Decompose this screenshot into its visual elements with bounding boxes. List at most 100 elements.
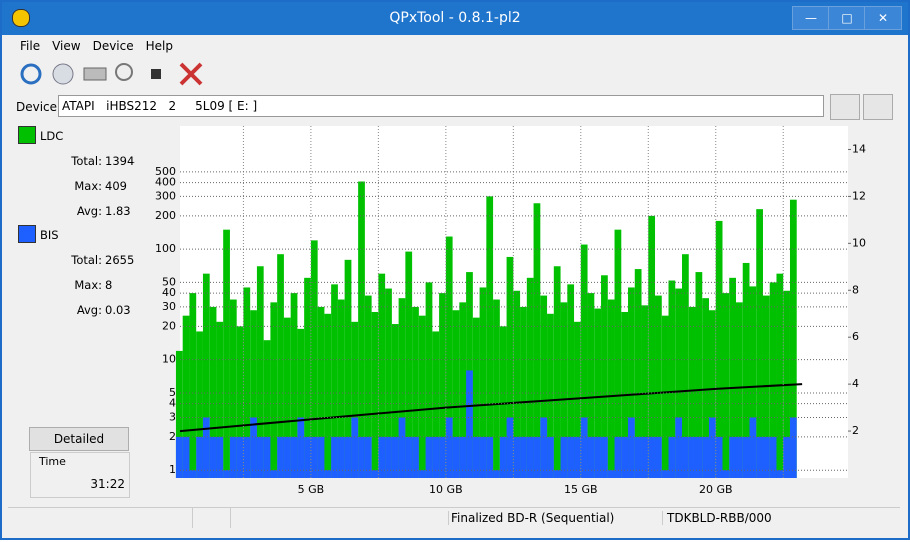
- bar: [398, 417, 406, 478]
- bar: [196, 331, 203, 478]
- bar: [344, 259, 352, 478]
- bar: [574, 321, 581, 478]
- bar: [418, 470, 426, 478]
- bar: [337, 436, 345, 478]
- bar: [439, 293, 446, 478]
- x-tick-label: 5 GB: [298, 483, 325, 496]
- bar: [688, 306, 696, 478]
- eject-button[interactable]: [830, 94, 860, 120]
- y-tick-label: 200: [155, 209, 176, 222]
- bar: [452, 310, 460, 478]
- bar: [236, 436, 244, 478]
- stop-icon[interactable]: [151, 69, 161, 79]
- time-value: 31:22: [90, 477, 125, 491]
- bar: [587, 436, 595, 478]
- menu-item[interactable]: Help: [145, 39, 173, 53]
- close-button[interactable]: ✕: [864, 6, 902, 30]
- bar: [715, 436, 723, 478]
- time-box: Time 31:22: [30, 452, 130, 498]
- bar: [580, 417, 588, 478]
- bar: [735, 302, 743, 478]
- bar: [506, 417, 514, 478]
- detailed-button[interactable]: Detailed: [29, 427, 129, 451]
- bar: [290, 436, 298, 478]
- device-select[interactable]: ATAPI iHBS212 2 5L09 [ E: ]: [58, 95, 824, 117]
- bar: [459, 302, 467, 478]
- drive-icon[interactable]: [83, 67, 107, 81]
- bar: [574, 436, 581, 478]
- bar: [445, 417, 453, 478]
- bar: [175, 350, 183, 478]
- bar: [182, 315, 190, 478]
- bar: [776, 273, 784, 478]
- bar: [506, 256, 514, 478]
- y-tick-label: 400: [155, 176, 176, 189]
- disc-icon[interactable]: [52, 63, 74, 85]
- bar: [277, 436, 284, 478]
- bar: [675, 417, 683, 478]
- bar: [513, 290, 521, 478]
- bar: [263, 436, 271, 478]
- lock-button[interactable]: [863, 94, 893, 120]
- bar: [722, 293, 730, 478]
- bar: [789, 199, 797, 478]
- menu-item[interactable]: Device: [92, 39, 134, 53]
- y-tick-label: 3: [169, 410, 176, 423]
- minimize-button[interactable]: —: [792, 6, 830, 30]
- toolbar: [18, 60, 208, 88]
- max-label: Max:: [74, 278, 102, 292]
- bar: [513, 436, 521, 478]
- y-tick-label: 500: [155, 165, 176, 178]
- max-value: 409: [105, 179, 127, 193]
- bar: [648, 436, 656, 478]
- bar: [229, 436, 237, 478]
- bar: [789, 417, 797, 478]
- bar: [628, 417, 635, 478]
- bar: [391, 324, 399, 478]
- bar: [621, 436, 629, 478]
- bar: [182, 436, 190, 478]
- y2-tick-label: 14: [852, 142, 866, 155]
- bar: [675, 288, 683, 478]
- x-tick-label: 10 GB: [429, 483, 463, 496]
- bar: [466, 370, 473, 478]
- bar: [479, 287, 487, 478]
- bar: [263, 340, 271, 478]
- menu-item[interactable]: View: [52, 39, 81, 53]
- bar: [432, 436, 440, 478]
- bar: [533, 203, 541, 478]
- y-tick-label: 20: [162, 319, 176, 332]
- refresh-icon[interactable]: [20, 63, 42, 85]
- bar: [614, 436, 622, 478]
- avg-label: Avg:: [76, 303, 102, 317]
- menu-item[interactable]: File: [20, 39, 41, 53]
- search-icon[interactable]: [115, 63, 133, 81]
- bar: [202, 417, 210, 478]
- bar: [493, 299, 500, 478]
- bar: [709, 310, 716, 478]
- y-tick-label: 1: [169, 463, 176, 476]
- time-label: Time: [39, 455, 66, 468]
- legend-swatch: [18, 225, 36, 243]
- bar: [250, 417, 257, 478]
- bar: [364, 436, 372, 478]
- bar: [628, 287, 635, 478]
- status-bar: Finalized BD-R (Sequential) TDKBLD-RBB/0…: [8, 507, 900, 528]
- bar: [256, 266, 264, 478]
- bar: [425, 436, 433, 478]
- bar: [371, 470, 379, 478]
- bar: [709, 417, 716, 478]
- bar: [526, 277, 534, 478]
- bar: [742, 262, 750, 478]
- bar: [277, 254, 284, 478]
- settings-icon[interactable]: [179, 62, 203, 86]
- bar: [256, 436, 264, 478]
- bar: [418, 315, 426, 478]
- bar: [567, 436, 575, 478]
- bar: [540, 417, 548, 478]
- bar: [769, 282, 777, 478]
- status-mid: TDKBLD-RBB/000: [662, 511, 772, 525]
- bar: [499, 326, 507, 478]
- bar: [668, 280, 676, 478]
